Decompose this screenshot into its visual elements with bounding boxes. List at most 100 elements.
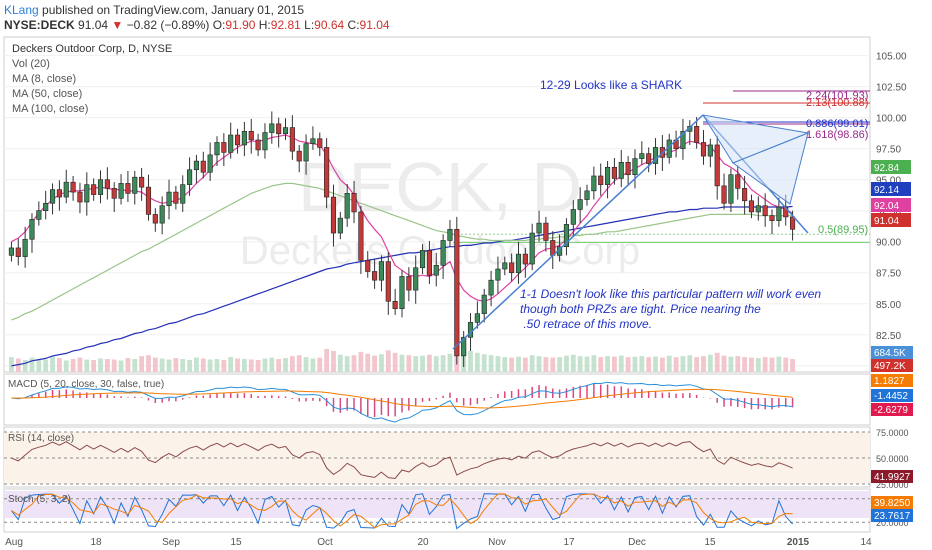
price-tick-label: 97.50 bbox=[876, 145, 901, 156]
volume-bar bbox=[392, 352, 398, 372]
candle-body bbox=[735, 174, 741, 189]
price-change: −0.82 (−0.89%) bbox=[126, 18, 210, 32]
publish-line: KLang published on TradingView.com, Janu… bbox=[4, 3, 304, 17]
low-label: L: bbox=[304, 18, 315, 32]
volume-bar bbox=[529, 355, 535, 372]
price-tick-label: 87.50 bbox=[876, 269, 901, 280]
stoch-label: Stoch (5, 3, 2) bbox=[8, 494, 71, 505]
macd-badge bbox=[871, 403, 913, 416]
time-tick-label: 14 bbox=[860, 537, 872, 548]
candle-body bbox=[433, 264, 439, 276]
volume-bar bbox=[653, 356, 658, 372]
volume-bar bbox=[248, 359, 254, 372]
price-badge-value: 92.14 bbox=[874, 185, 899, 196]
pattern-note: 1-1 Doesn't look like this particular pa… bbox=[520, 287, 821, 331]
price-badge bbox=[871, 198, 911, 212]
time-tick-label: 15 bbox=[230, 537, 242, 548]
candle-body bbox=[111, 188, 117, 199]
volume-bar bbox=[474, 352, 480, 372]
volume-bar bbox=[221, 360, 227, 372]
rsi-badge-value: 41.9927 bbox=[874, 472, 911, 483]
candle-body bbox=[652, 147, 659, 164]
volume-bar bbox=[152, 357, 158, 372]
candle-body bbox=[440, 240, 446, 266]
low-value: 90.64 bbox=[314, 18, 345, 32]
candle-body bbox=[49, 189, 56, 204]
macd-signal-line bbox=[11, 388, 793, 409]
candle-body bbox=[509, 262, 515, 274]
fib-label-05: 0.5(89.95) bbox=[818, 224, 868, 236]
price-badge-value: 92.84 bbox=[874, 163, 899, 174]
candle-body bbox=[700, 142, 707, 157]
price-tick-label: 92.50 bbox=[876, 207, 901, 218]
macd-badge-value: -1.4452 bbox=[874, 391, 908, 402]
candle-body bbox=[474, 313, 480, 323]
volume-bar bbox=[385, 350, 391, 372]
volume-bar bbox=[146, 355, 151, 372]
candle-body bbox=[125, 183, 131, 194]
candle-body bbox=[139, 176, 145, 188]
time-axis[interactable]: Aug 18 Sep 15 Oct 20 Nov 17 Dec 15 2015 14 bbox=[5, 537, 872, 548]
volume-bars bbox=[9, 340, 795, 372]
candle-body bbox=[207, 154, 213, 173]
volume-bar bbox=[337, 354, 343, 372]
volume-bar bbox=[433, 356, 439, 372]
price-tick-label: 100.00 bbox=[876, 114, 907, 125]
price-badge-value: 91.04 bbox=[874, 216, 899, 227]
candle-body bbox=[714, 144, 720, 187]
candle-body bbox=[577, 199, 583, 210]
chart-header: KLang published on TradingView.com, Janu… bbox=[0, 0, 932, 36]
volume-bar bbox=[659, 357, 665, 372]
author-link[interactable]: KLang bbox=[4, 3, 39, 17]
volume-bar bbox=[536, 356, 542, 372]
candle-body bbox=[358, 211, 364, 261]
volume-bar bbox=[516, 356, 521, 372]
volume-bar bbox=[673, 357, 679, 372]
volume-bar bbox=[91, 360, 97, 372]
price-tick-label: 95.00 bbox=[876, 176, 901, 187]
volume-bar bbox=[166, 359, 172, 372]
time-tick-label: 20 bbox=[417, 537, 429, 548]
volume-bar bbox=[570, 354, 576, 372]
volume-bar bbox=[372, 355, 377, 372]
volume-bar bbox=[125, 358, 131, 372]
legend-ma8: MA (8, close) bbox=[12, 73, 76, 85]
price-chart[interactable]: DECK, D Deckers Outdoor Corp Deckers Out… bbox=[0, 36, 932, 550]
time-tick-label: 15 bbox=[704, 537, 716, 548]
volume-bar bbox=[598, 357, 604, 372]
candle-body bbox=[234, 134, 241, 146]
volume-bar bbox=[564, 355, 569, 372]
chart-title: Deckers Outdoor Corp, D, NYSE bbox=[12, 43, 172, 55]
volume-bar bbox=[173, 358, 179, 372]
candle-body bbox=[461, 336, 467, 357]
volume-bar bbox=[207, 359, 213, 372]
candle-body bbox=[36, 210, 42, 220]
candle-body bbox=[611, 166, 617, 179]
price-tick-label: 85.00 bbox=[876, 300, 901, 311]
volume-bar bbox=[22, 360, 28, 372]
stoch-k-line bbox=[11, 493, 793, 530]
candle-body bbox=[70, 181, 76, 193]
volume-bar bbox=[283, 358, 288, 372]
volume-bar bbox=[687, 355, 693, 372]
price-badge bbox=[871, 213, 911, 227]
candle-body bbox=[762, 205, 768, 216]
candle-body bbox=[310, 138, 316, 145]
candle-body bbox=[282, 127, 289, 135]
candle-body bbox=[29, 219, 35, 240]
volume-bar bbox=[755, 358, 761, 372]
candle-body bbox=[515, 253, 522, 274]
candle-body bbox=[776, 206, 782, 221]
volume-bar bbox=[721, 355, 727, 372]
macd-badge bbox=[871, 374, 913, 387]
candle-body bbox=[632, 158, 638, 176]
volume-bar bbox=[70, 359, 76, 372]
symbol-label: NYSE:DECK bbox=[4, 18, 75, 32]
macd-badge-value: 1.1827 bbox=[874, 376, 905, 387]
volume-bar bbox=[63, 360, 69, 372]
volume-bar bbox=[379, 354, 384, 372]
candle-body bbox=[755, 205, 761, 213]
pattern-leg-xa bbox=[452, 114, 704, 350]
volume-bar bbox=[468, 350, 473, 372]
stoch-badge bbox=[871, 496, 913, 509]
